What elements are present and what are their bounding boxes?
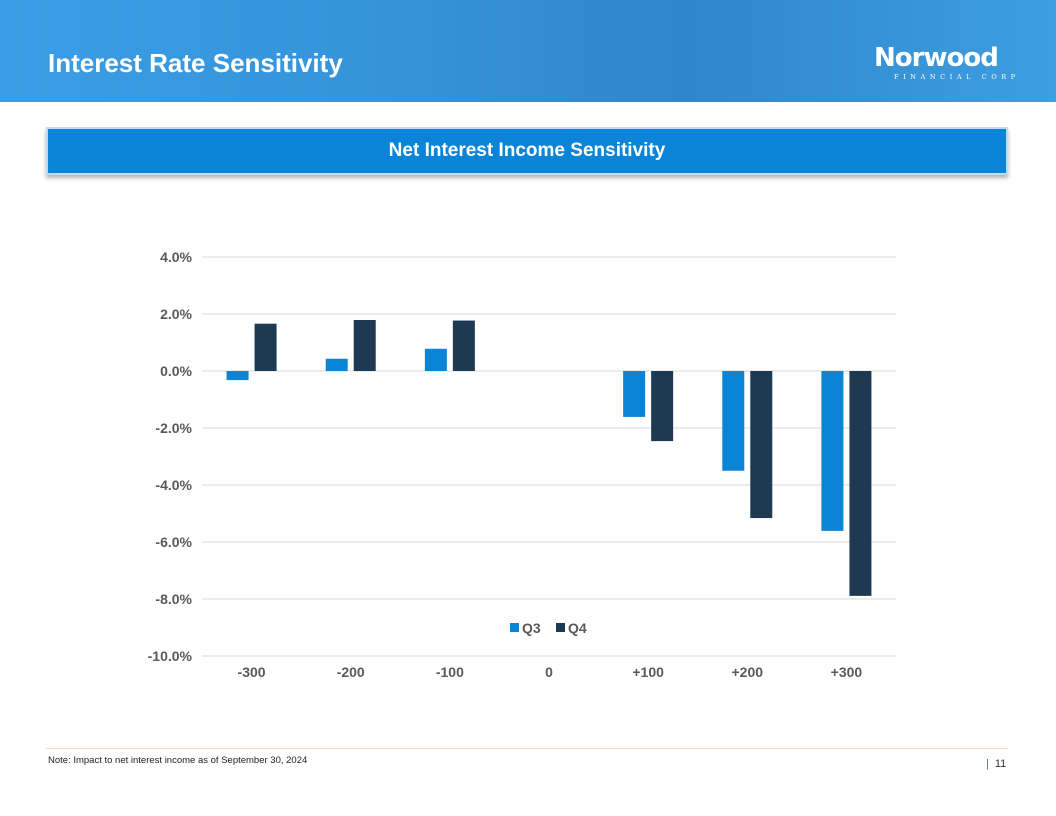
- bar-q4: [452, 320, 475, 371]
- x-tick-label: +200: [732, 664, 764, 680]
- bar-q3: [325, 358, 348, 371]
- header-bar: Interest Rate Sensitivity Norwood FINANC…: [0, 0, 1056, 102]
- page-number-value: 11: [994, 758, 1007, 770]
- bar-q4: [353, 319, 376, 371]
- page-title: Interest Rate Sensitivity: [48, 48, 343, 78]
- y-tick-label: -2.0%: [155, 420, 192, 436]
- page-number-divider: |: [986, 758, 989, 770]
- bar-q4: [651, 371, 674, 442]
- legend-swatch-q4: [556, 623, 565, 632]
- footnote: Note: Impact to net interest income as o…: [48, 755, 308, 766]
- y-tick-label: -4.0%: [155, 477, 192, 493]
- x-tick-label: +100: [632, 664, 664, 680]
- bar-q3: [821, 371, 844, 531]
- legend-label: Q4: [568, 620, 587, 636]
- bar-q3: [226, 371, 249, 381]
- bar-q3: [722, 371, 745, 471]
- y-tick-label: 0.0%: [160, 363, 192, 379]
- legend-swatch-q3: [510, 623, 519, 632]
- bar-q3: [623, 371, 646, 417]
- x-tick-label: +300: [831, 664, 863, 680]
- legend-label: Q3: [522, 620, 541, 636]
- bar-q4: [750, 371, 773, 519]
- footer-divider: [46, 748, 1008, 749]
- x-tick-label: 0: [545, 664, 553, 680]
- y-tick-label: -6.0%: [155, 534, 192, 550]
- y-tick-label: -8.0%: [155, 591, 192, 607]
- y-tick-label: 2.0%: [160, 306, 192, 322]
- bar-q4: [849, 371, 872, 596]
- bar-q4: [254, 323, 277, 371]
- y-tick-label: -10.0%: [148, 648, 193, 664]
- x-tick-label: -100: [436, 664, 464, 680]
- page-number: | 11: [986, 758, 1006, 770]
- y-tick-label: 4.0%: [160, 249, 192, 265]
- logo-subtext: FINANCIAL CORP: [894, 73, 1020, 81]
- chart-title-banner: Net Interest Income Sensitivity: [46, 127, 1008, 175]
- logo-text: Norwood: [874, 43, 999, 73]
- company-logo: Norwood FINANCIAL CORP: [874, 44, 1020, 82]
- x-tick-label: -300: [238, 664, 266, 680]
- x-tick-label: -200: [337, 664, 365, 680]
- bar-q3: [424, 348, 447, 371]
